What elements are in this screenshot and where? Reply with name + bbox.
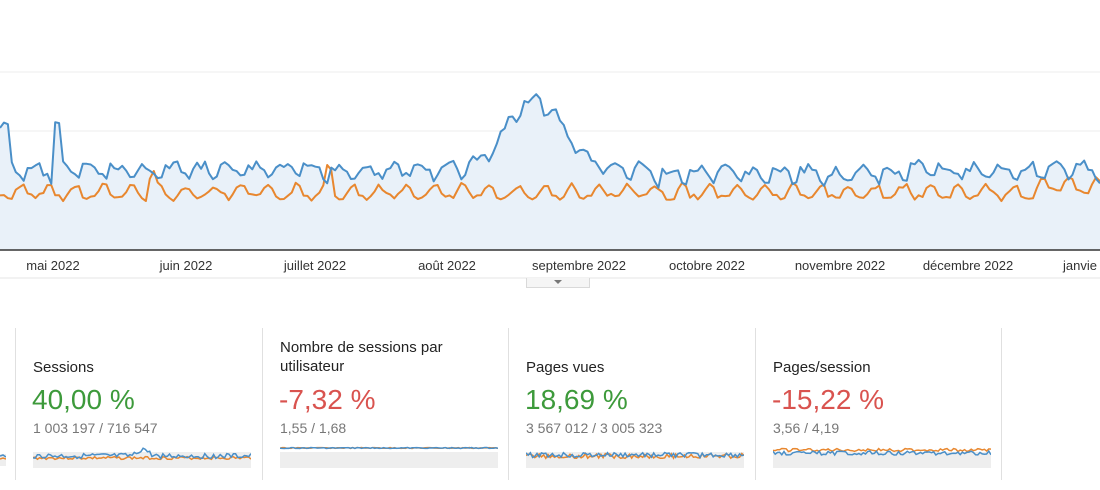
- x-axis-tick-label: janvie: [1062, 258, 1097, 273]
- x-axis-tick-label: mai 2022: [26, 258, 79, 273]
- metric-comparison-values: 1,55 / 1,68: [280, 420, 346, 436]
- main-line-chart: mai 2022 juin 2022 juillet 2022 août 2022 se…: [0, 0, 1100, 300]
- x-axis-tick-label: septembre 2022: [532, 258, 626, 273]
- metric-card-page-views[interactable]: Pages vues 18,69 % 3 567 012 / 3 005 323: [508, 328, 756, 480]
- metric-comparison-values: 3 567 012 / 3 005 323: [526, 420, 662, 436]
- metric-sparkline: [773, 442, 991, 468]
- metric-title: Pages vues: [526, 358, 748, 377]
- metric-sparkline: [280, 442, 498, 468]
- x-axis-tick-label: novembre 2022: [795, 258, 885, 273]
- x-axis-labels: mai 2022 juin 2022 juillet 2022 août 2022 se…: [26, 258, 1097, 273]
- sparkline-area: [33, 452, 251, 468]
- metric-change-percent: -7,32 %: [279, 384, 376, 416]
- x-axis-tick-label: août 2022: [418, 258, 476, 273]
- caret-down-icon: [554, 280, 562, 284]
- metric-card-sessions[interactable]: Sessions 40,00 % 1 003 197 / 716 547: [15, 328, 265, 480]
- metric-change-percent: -15,22 %: [772, 384, 884, 416]
- x-axis-tick-label: juin 2022: [159, 258, 213, 273]
- metric-title: Pages/session: [773, 358, 994, 377]
- metric-title: Nombre de sessions par utilisateur: [280, 338, 502, 376]
- sparkline-series: [773, 449, 991, 452]
- sparkline-series: [280, 448, 498, 449]
- metric-change-percent: 18,69 %: [525, 384, 628, 416]
- metric-card-pages-per-session[interactable]: Pages/session -15,22 % 3,56 / 4,19: [755, 328, 1002, 480]
- x-axis-tick-label: octobre 2022: [669, 258, 745, 273]
- collapse-chart-toggle[interactable]: [526, 278, 590, 288]
- metric-title: Sessions: [33, 358, 257, 377]
- x-axis-tick-label: juillet 2022: [283, 258, 346, 273]
- sparkline-area: [280, 452, 498, 468]
- metric-sparkline: [33, 442, 251, 468]
- metric-sparkline: [526, 442, 744, 468]
- metric-card-divider: [1001, 328, 1002, 480]
- metric-change-percent: 40,00 %: [32, 384, 135, 416]
- metric-comparison-values: 1 003 197 / 716 547: [33, 420, 158, 436]
- metric-comparison-values: 3,56 / 4,19: [773, 420, 839, 436]
- metric-card-sessions-per-user[interactable]: Nombre de sessions par utilisateur -7,32…: [262, 328, 510, 480]
- x-axis-tick-label: décembre 2022: [923, 258, 1013, 273]
- previous-metric-sparkline-edge: [0, 442, 6, 466]
